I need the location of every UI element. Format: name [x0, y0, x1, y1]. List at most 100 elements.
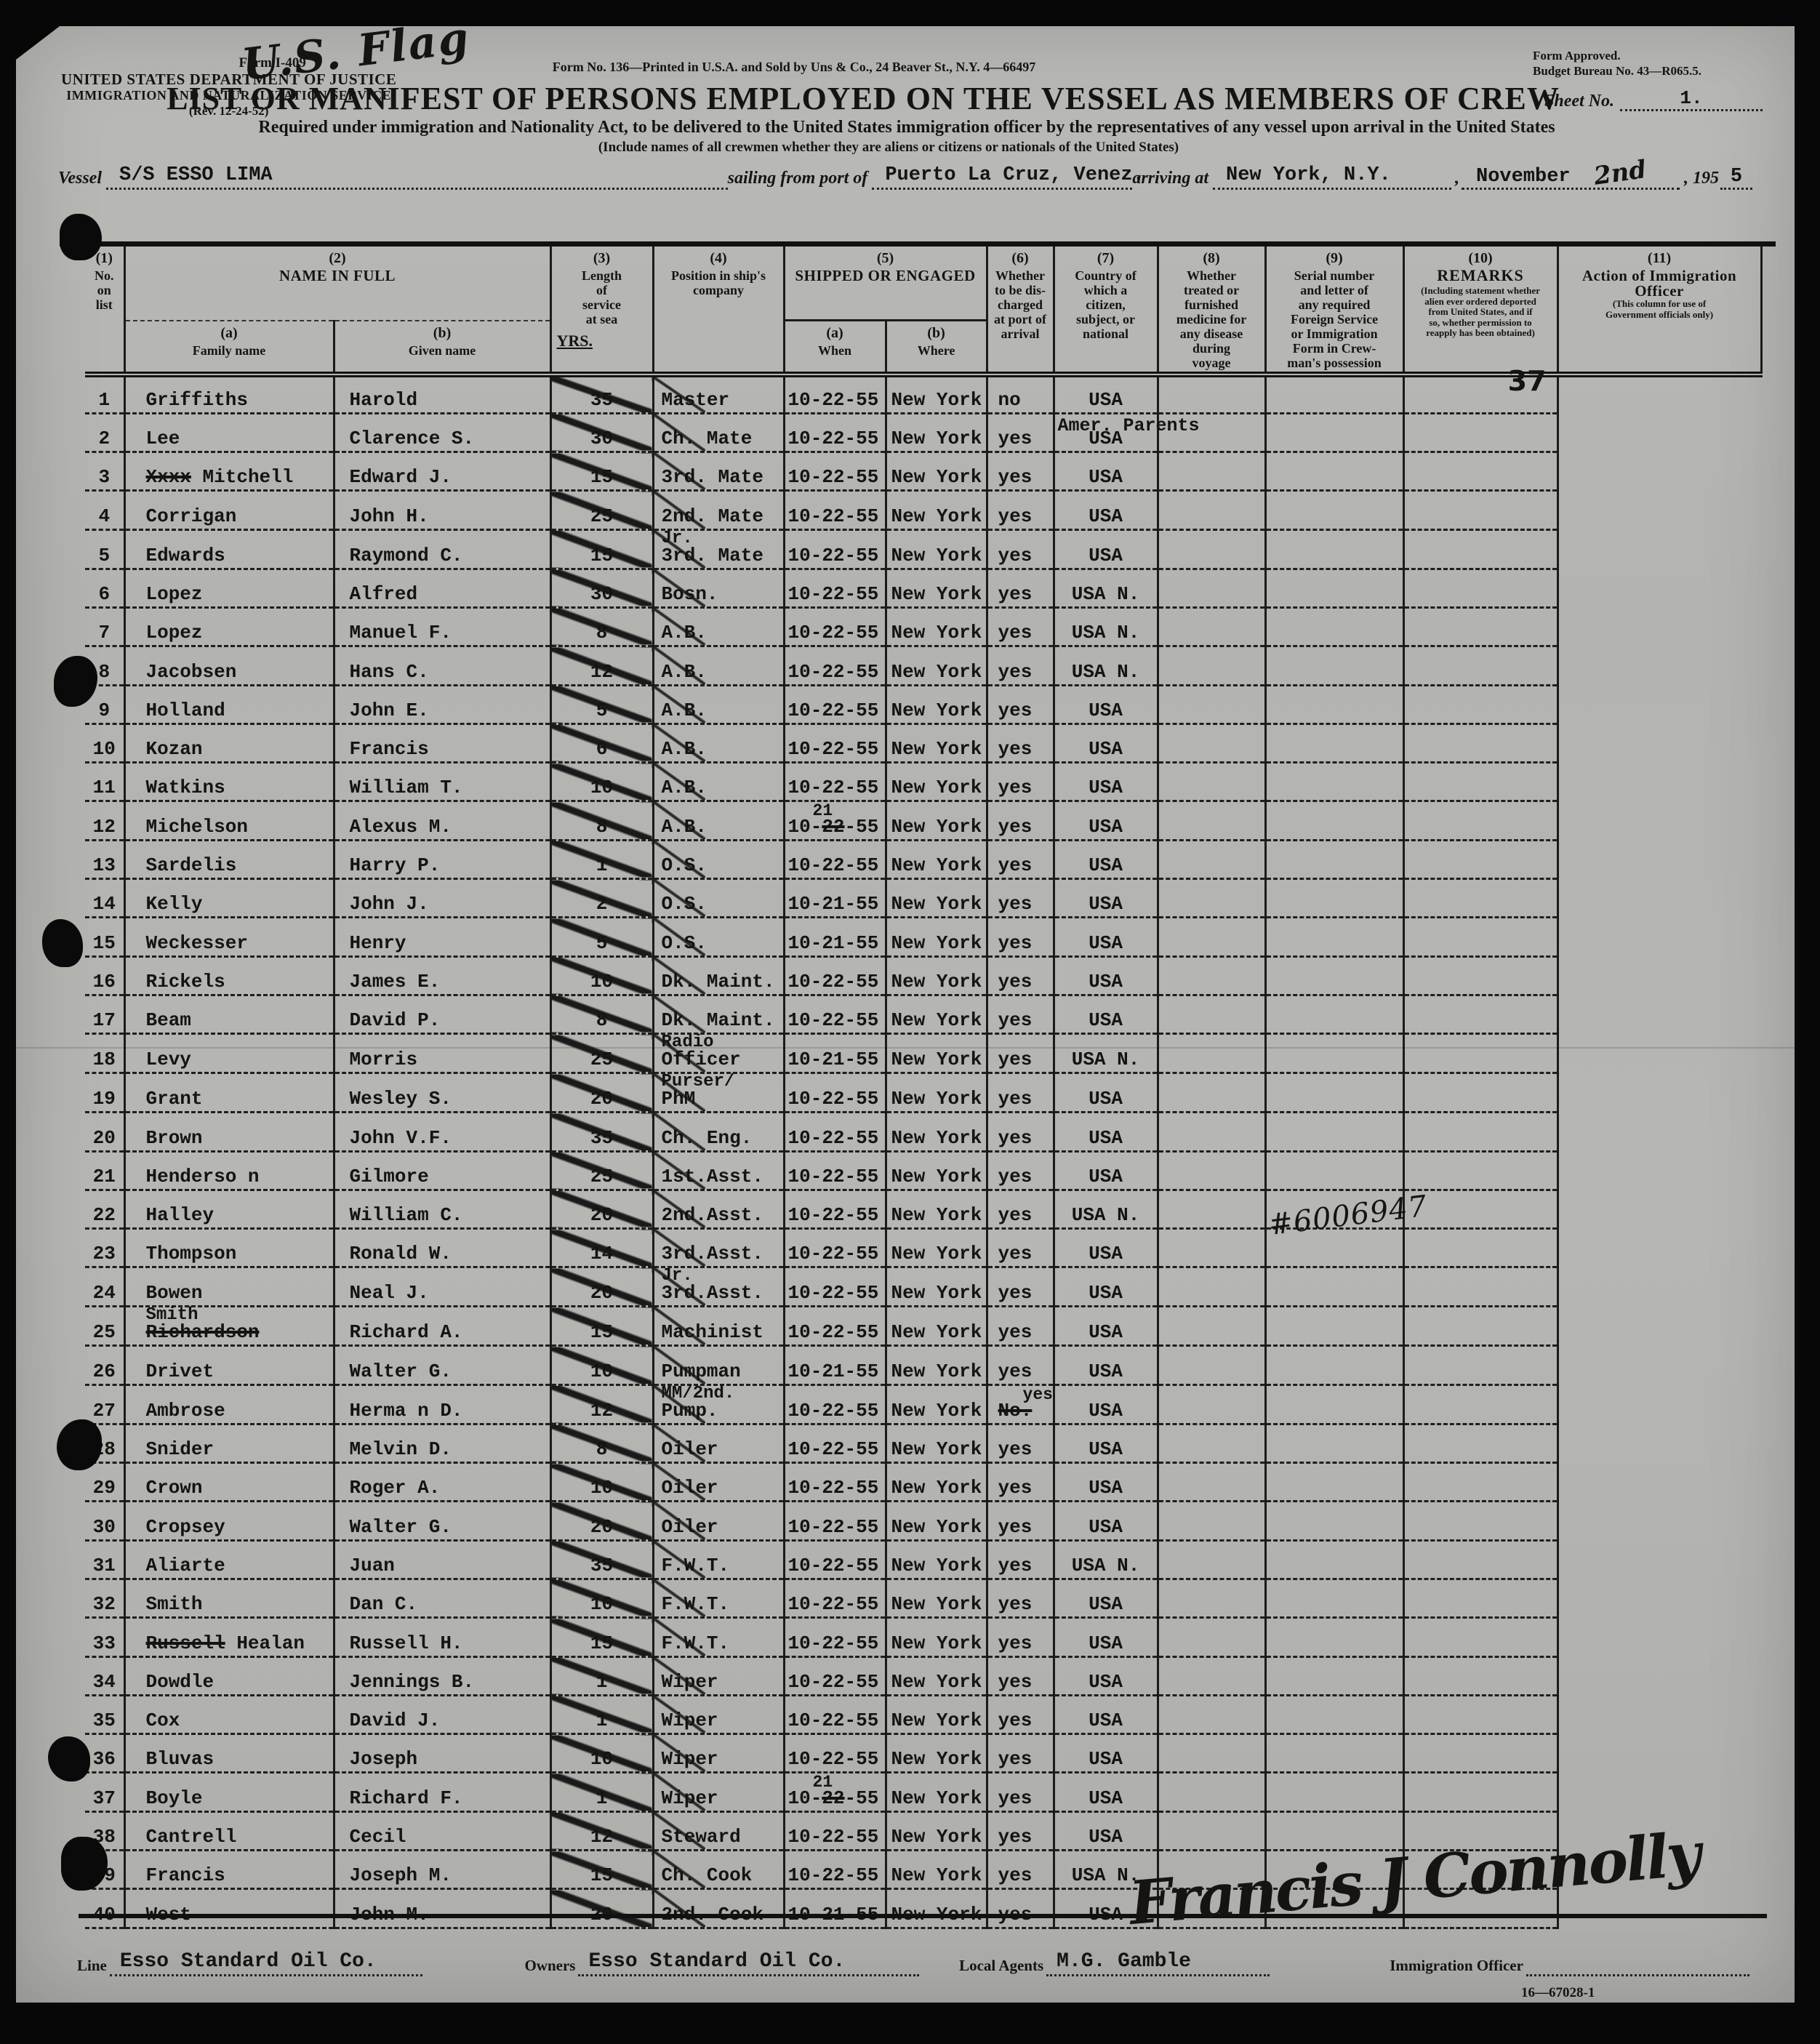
row-number: 11 — [85, 762, 126, 803]
discharge-cell: yes — [987, 917, 1055, 958]
shipped-when-cell: 10-22-55 — [784, 413, 887, 454]
remarks-cell — [1265, 995, 1405, 1035]
remarks-cell — [1265, 1772, 1405, 1813]
serial-number-cell — [1158, 569, 1267, 609]
service-years-cell: 12 — [550, 1811, 654, 1852]
country-cell: USA — [1054, 490, 1159, 531]
table-row: 28 Snider Melvin D. 8 Oiler 10-22-55 New York y… — [85, 1424, 1761, 1464]
remarks-cell — [1265, 840, 1405, 881]
year-digit: 5 — [1720, 166, 1752, 190]
remarks-cell — [1265, 1384, 1405, 1425]
service-years-cell: 30 — [550, 413, 654, 454]
position-cell: 2nd.Asst. — [653, 1190, 785, 1230]
service-years-cell: 30 — [550, 569, 654, 609]
serial-number-cell — [1158, 1424, 1267, 1464]
shipped-when-cell: 10-22-55 — [784, 1811, 887, 1852]
shipped-where-cell: New York — [886, 1772, 988, 1813]
row-number: 33 — [85, 1617, 126, 1658]
service-years-cell: 35 — [550, 1540, 654, 1580]
serial-number-cell — [1158, 1190, 1267, 1230]
position-cell: Dk. Maint. — [653, 995, 785, 1035]
shipped-when-cell: 10-22-55 — [784, 1306, 887, 1347]
shipped-when-cell: 10-21-55 — [784, 878, 887, 919]
action-cell — [1403, 1540, 1559, 1580]
given-name-cell: William T. — [334, 762, 552, 803]
col-no-on-list: (1) No. on list — [85, 247, 126, 377]
col-medical: (8) Whether treated or furnished medicine… — [1158, 247, 1267, 377]
service-years-cell: 20 — [550, 1501, 654, 1542]
remarks-cell — [1265, 1151, 1405, 1191]
position-cell: Ch. Mate — [653, 413, 785, 454]
given-name-cell: Wesley S. — [334, 1073, 552, 1114]
service-years-cell: 6 — [550, 724, 654, 764]
family-name-cell: Thompson — [124, 1228, 335, 1269]
family-name-cell: Smith — [124, 1579, 335, 1619]
row-number: 19 — [85, 1073, 126, 1114]
serial-number-cell — [1158, 1850, 1267, 1891]
crew-rows: 1 Griffiths Harold 35 Master 10-22-55 New York… — [85, 367, 1761, 1929]
position-cell: Radio Officer — [653, 1033, 785, 1075]
shipped-where-cell: New York — [886, 1190, 988, 1230]
table-row: 11 Watkins William T. 10 A.B. 10-22-55 New Yor… — [85, 762, 1761, 803]
shipped-where-cell: New York — [886, 1811, 988, 1852]
family-name-cell: Corrigan — [124, 490, 335, 531]
line-value: Esso Standard Oil Co. — [109, 1950, 423, 1976]
service-years-cell: 1 — [550, 840, 654, 881]
discharge-cell: yes — [987, 1656, 1055, 1696]
remarks-cell — [1265, 956, 1405, 996]
heavy-rule-top — [60, 241, 1776, 247]
serial-number-cell — [1158, 917, 1267, 958]
service-years-cell: 25 — [550, 1033, 654, 1075]
shipped-when-cell: 10-22-55 — [784, 1579, 887, 1619]
position-cell: 3rd.Asst. — [653, 1228, 785, 1269]
action-cell — [1403, 646, 1559, 686]
action-cell — [1403, 995, 1559, 1035]
crew-manifest-table: (1) No. on list (2) NAME IN FULL (3) Length… — [85, 247, 1763, 1929]
shipped-when-cell: 10-22-55 — [784, 452, 887, 492]
serial-number-cell — [1158, 1695, 1267, 1736]
country-cell: USA — [1054, 1617, 1159, 1658]
position-cell: Master — [653, 374, 785, 414]
position-cell: Purser/PhM — [653, 1073, 785, 1114]
owners-label: Owners — [524, 1957, 576, 1974]
discharge-cell: yes — [987, 1850, 1055, 1891]
shipped-where-cell: New York — [886, 413, 988, 454]
shipped-where-cell: New York — [886, 1112, 988, 1153]
family-name-cell: Levy — [124, 1033, 335, 1075]
table-row: 25 Smith Richardson Richard A. 15 Machinist 1… — [85, 1306, 1761, 1347]
discharge-cell: yes — [987, 452, 1055, 492]
action-cell — [1403, 762, 1559, 803]
service-years-cell: 14 — [550, 1228, 654, 1269]
shipped-when-cell: 10-22-55 — [784, 374, 887, 414]
remarks-cell — [1265, 1617, 1405, 1658]
country-cell: USA — [1054, 1112, 1159, 1153]
budget-bureau-number: Budget Bureau No. 43—R065.5. — [1533, 64, 1702, 78]
family-name-cell: Russell Healan — [124, 1617, 335, 1658]
row-number: 36 — [85, 1734, 126, 1774]
immigration-officer-value — [1526, 1973, 1750, 1976]
discharge-cell: yes — [987, 646, 1055, 686]
family-name-cell: Smith Richardson — [124, 1306, 335, 1347]
shipped-where-cell: New York — [886, 1734, 988, 1774]
shipped-where-cell: New York — [886, 529, 988, 570]
remarks-cell — [1265, 1656, 1405, 1696]
country-cell: USA — [1054, 1811, 1159, 1852]
discharge-cell: yes — [987, 801, 1055, 841]
serial-number-cell — [1158, 1228, 1267, 1269]
service-years-cell: 10 — [550, 956, 654, 996]
row-number: 10 — [85, 724, 126, 764]
table-row: 6 Lopez Alfred 30 Bosn. 10-22-55 New York yes US… — [85, 569, 1761, 609]
col-serial-number: (9) Serial number and letter of any requi… — [1265, 247, 1405, 377]
discharge-cell: yes — [987, 1306, 1055, 1347]
shipped-when-cell: 10-22-55 — [784, 762, 887, 803]
serial-number-cell — [1158, 1501, 1267, 1542]
position-cell: 3rd. Mate — [653, 452, 785, 492]
discharge-cell: yes No. — [987, 1384, 1055, 1425]
table-row: 36 Bluvas Joseph 10 Wiper 10-22-55 New York yes… — [85, 1734, 1761, 1774]
row-number: 18 — [85, 1033, 126, 1075]
given-name-cell: Gilmore — [334, 1151, 552, 1191]
given-name-cell: Joseph M. — [334, 1850, 552, 1891]
row-number: 17 — [85, 995, 126, 1035]
row-number: 21 — [85, 1151, 126, 1191]
